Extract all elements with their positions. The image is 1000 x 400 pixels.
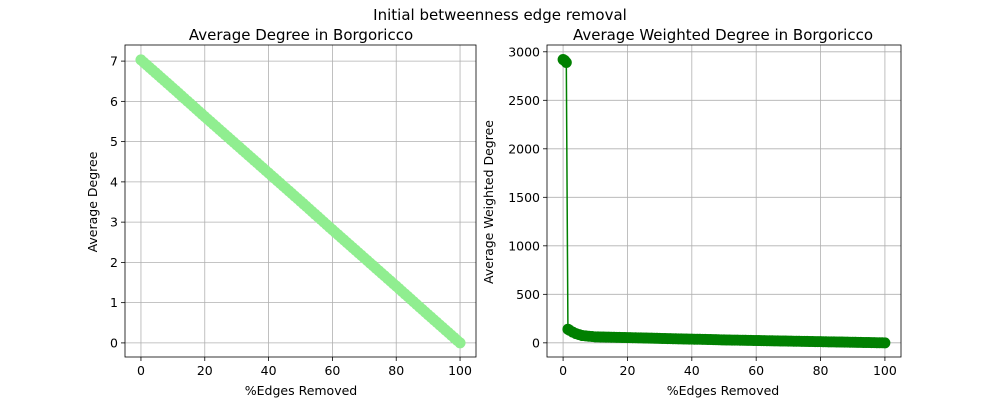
left-chart-y-tick-label: 4 (110, 174, 118, 189)
right-chart-x-tick-label: 80 (813, 363, 829, 378)
left-chart-y-tick-label: 1 (110, 295, 118, 310)
right-chart-x-tick-label: 0 (559, 363, 567, 378)
right-chart-x-tick-label: 60 (748, 363, 764, 378)
left-chart-title: Average Degree in Borgoricco (189, 26, 413, 44)
left-chart-y-tick-label: 0 (110, 335, 118, 350)
right-chart-data-point (560, 56, 572, 68)
right-chart-average-weighted-degree: Average Weighted Degree in Borgoricco %E… (481, 26, 902, 398)
right-chart-series-line (562, 58, 885, 344)
right-chart-title: Average Weighted Degree in Borgoricco (573, 26, 873, 44)
left-chart-y-axis-label: Average Degree (85, 151, 100, 252)
left-chart-data-point (454, 337, 466, 349)
left-chart-y-tick-label: 7 (110, 54, 118, 69)
right-chart-y-tick-label: 0 (532, 335, 540, 350)
right-chart-y-tick-label: 1500 (508, 190, 540, 205)
right-chart-data-point (879, 337, 891, 349)
left-chart-y-tick-label: 3 (110, 215, 118, 230)
left-chart-y-tick-label: 5 (110, 134, 118, 149)
left-chart-y-tick-label: 6 (110, 94, 118, 109)
right-chart-y-tick-label: 2500 (508, 93, 540, 108)
left-chart-x-axis-label: %Edges Removed (245, 383, 357, 398)
left-chart-x-tick-label: 80 (388, 363, 404, 378)
left-chart-x-tick-label: 40 (261, 363, 277, 378)
right-chart-x-tick-label: 100 (873, 363, 897, 378)
left-chart-x-tick-label: 20 (197, 363, 213, 378)
right-chart-y-tick-label: 500 (516, 287, 540, 302)
right-chart-frame (546, 44, 902, 358)
left-chart-y-tick-label: 2 (110, 255, 118, 270)
right-chart-y-tick-label: 3000 (508, 44, 540, 59)
left-chart-x-tick-label: 100 (448, 363, 472, 378)
right-chart-y-axis-label: Average Weighted Degree (481, 120, 496, 284)
right-chart-y-tick-label: 1000 (508, 238, 540, 253)
right-chart-x-tick-label: 40 (684, 363, 700, 378)
left-chart-average-degree: Average Degree in Borgoricco %Edges Remo… (85, 26, 477, 398)
right-chart-y-tick-label: 2000 (508, 141, 540, 156)
right-chart-x-tick-label: 20 (620, 363, 636, 378)
figure-title: Initial betweenness edge removal (373, 6, 627, 24)
left-chart-x-tick-label: 0 (137, 363, 145, 378)
left-chart-x-tick-label: 60 (324, 363, 340, 378)
right-chart-x-axis-label: %Edges Removed (667, 383, 779, 398)
left-chart-frame (124, 44, 477, 358)
